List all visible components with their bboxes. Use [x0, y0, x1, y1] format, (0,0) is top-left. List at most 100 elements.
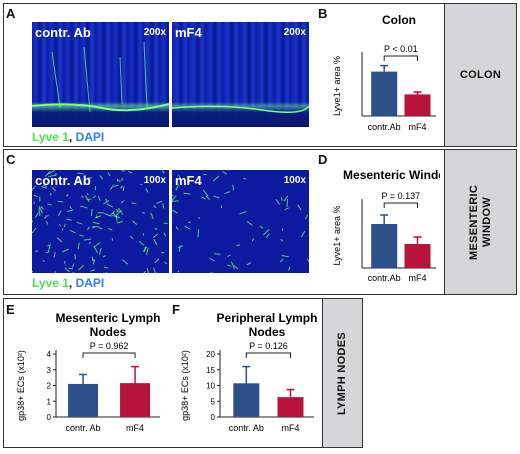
dots-c2-vessel [259, 225, 264, 229]
stain-caption-c: Lyve 1, DAPI [32, 276, 104, 290]
chart-b-bar-0 [371, 71, 398, 116]
dots-c1-vessel [90, 269, 95, 272]
chart-f-ytick-label-2: 10 [206, 382, 215, 391]
dots-c2-vessel [201, 196, 206, 200]
dots-c2-vessel [239, 211, 247, 215]
lymph-label: LYMPH NODES [336, 331, 348, 415]
dots-c2-vessel [281, 255, 289, 258]
dots-c2-vessel [251, 238, 255, 242]
stain-a-green: Lyve 1 [32, 130, 69, 144]
chart-b-title: Colon [382, 13, 416, 27]
dots-c2-vessel [226, 264, 232, 267]
dots-c2-vessel [172, 195, 177, 202]
dots-c1-vessel [48, 174, 57, 178]
dots-c2-vessel [222, 170, 228, 175]
dots-c1-vessel [153, 267, 157, 273]
dots-c1-vessel [58, 224, 62, 227]
dots-c1-vessel [32, 227, 37, 234]
dots-c2-vessel [202, 189, 209, 197]
dots-c2-vessel [233, 265, 239, 270]
micrograph-mesenteric-control: contr. Ab 100x [32, 170, 169, 273]
micro-c2-mag: 100x [283, 175, 306, 186]
dots-c1-vessel [40, 206, 44, 210]
dots-c2-vessel [246, 220, 253, 226]
dots-c2-vessel [297, 204, 302, 211]
colon-side-label: COLON [444, 4, 516, 146]
dots-c1-vessel [64, 267, 70, 273]
dots-c2-vessel [265, 233, 270, 239]
chart-b-category-0: contr.Ab [368, 122, 401, 132]
stain-c-green: Lyve 1 [32, 276, 69, 290]
micro-c1-mag: 100x [143, 175, 166, 186]
dots-c1-vessel [115, 209, 119, 211]
colon-label: COLON [459, 69, 502, 81]
dots-c2-vessel [205, 195, 211, 201]
dots-c2-vessel [177, 270, 179, 273]
colon-control-fibers [32, 41, 169, 113]
dots-c2-vessel [280, 197, 283, 201]
dots-c2-vessel [175, 226, 179, 230]
micro-a2-label: mF4 [175, 25, 202, 40]
chart-f-ytick-label-3: 15 [206, 366, 215, 375]
chart-b-bar-1 [404, 94, 431, 116]
dots-c1-vessel [32, 185, 36, 192]
dots-c1-vessel [54, 173, 58, 175]
chart-e-ytick-label-2: 2 [47, 382, 52, 391]
chart-e-title: Mesenteric Lymph Nodes [56, 311, 161, 339]
chart-b-pvalue: P < 0.01 [384, 44, 418, 54]
dots-c1-vessel [77, 172, 84, 175]
dots-c1-vessel [99, 248, 102, 255]
chart-e-title-line1: Mesenteric Lymph [56, 311, 161, 325]
chart-f-ylabel: gp38+ ECs (x10²) [180, 350, 190, 421]
dots-c1-vessel [44, 216, 47, 219]
micrograph-colon-mf4: mF4 200x [172, 22, 309, 127]
dots-c1-vessel [128, 171, 133, 174]
dots-c1-vessel [120, 185, 123, 189]
chart-colon: Colon Lyve1+ area % contr.Ab mF4 P < 0.01 [332, 13, 436, 132]
dots-c1-vessel [78, 264, 85, 271]
dots-c1-vessel [83, 238, 92, 241]
chart-f-significance-bracket [245, 352, 291, 358]
dots-c1-vessel [56, 237, 63, 243]
dots-c1-vessel [44, 170, 51, 177]
dots-c1-vessel [138, 240, 145, 246]
dots-c1-vessel [54, 271, 57, 273]
dots-c1-vessel [122, 259, 129, 265]
dots-c1-vessel [67, 209, 74, 213]
chart-e-category-0: contr. Ab [66, 423, 101, 433]
dots-c1-vessel [33, 201, 36, 205]
dots-c1-vessel [47, 244, 51, 253]
dots-c1-vessel [87, 192, 89, 196]
chart-e-category-1: mF4 [126, 423, 144, 433]
dots-c1-vessel [116, 179, 121, 182]
dots-c1-vessel [94, 215, 101, 219]
dots-c1-vessel [93, 241, 101, 248]
chart-f-bar-1 [277, 397, 304, 417]
chart-e-ytick-label-0: 0 [47, 413, 52, 422]
dots-c1-vessel [113, 184, 119, 188]
dots-c1-vessel [51, 186, 56, 192]
dots-c1-vessel [150, 212, 154, 220]
dots-c1-vessel [46, 221, 48, 225]
dots-c1-vessel [99, 175, 104, 180]
dots-c2-vessel [183, 192, 191, 195]
dots-c1-vessel [87, 226, 90, 231]
chart-f-category-0: contr. Ab [229, 423, 264, 433]
dots-c1-vessel [102, 255, 106, 258]
mesenteric-side-label: MESENTERIC WINDOW [444, 150, 516, 294]
chart-mesenteric: Mesenteric Window Lyve1+ area % contr.Ab mF… [332, 168, 440, 283]
dots-c1-vessel [97, 195, 101, 201]
dots-c1-vessel [153, 238, 158, 246]
chart-d-title: Mesenteric Window [343, 168, 440, 182]
dots-c2-vessel [172, 209, 178, 214]
dots-c1-vessel [117, 207, 124, 215]
dots-c2-vessel [227, 254, 231, 257]
dots-c1-vessel [47, 170, 56, 175]
stain-a-blue: DAPI [75, 130, 105, 144]
dots-c1-vessel [146, 247, 149, 255]
dots-c1-vessel [129, 235, 134, 240]
dots-c1-vessel [141, 211, 146, 214]
dots-c1-vessel [95, 215, 98, 219]
dots-c1-vessel [142, 246, 147, 252]
dots-c1-vessel [105, 271, 108, 273]
